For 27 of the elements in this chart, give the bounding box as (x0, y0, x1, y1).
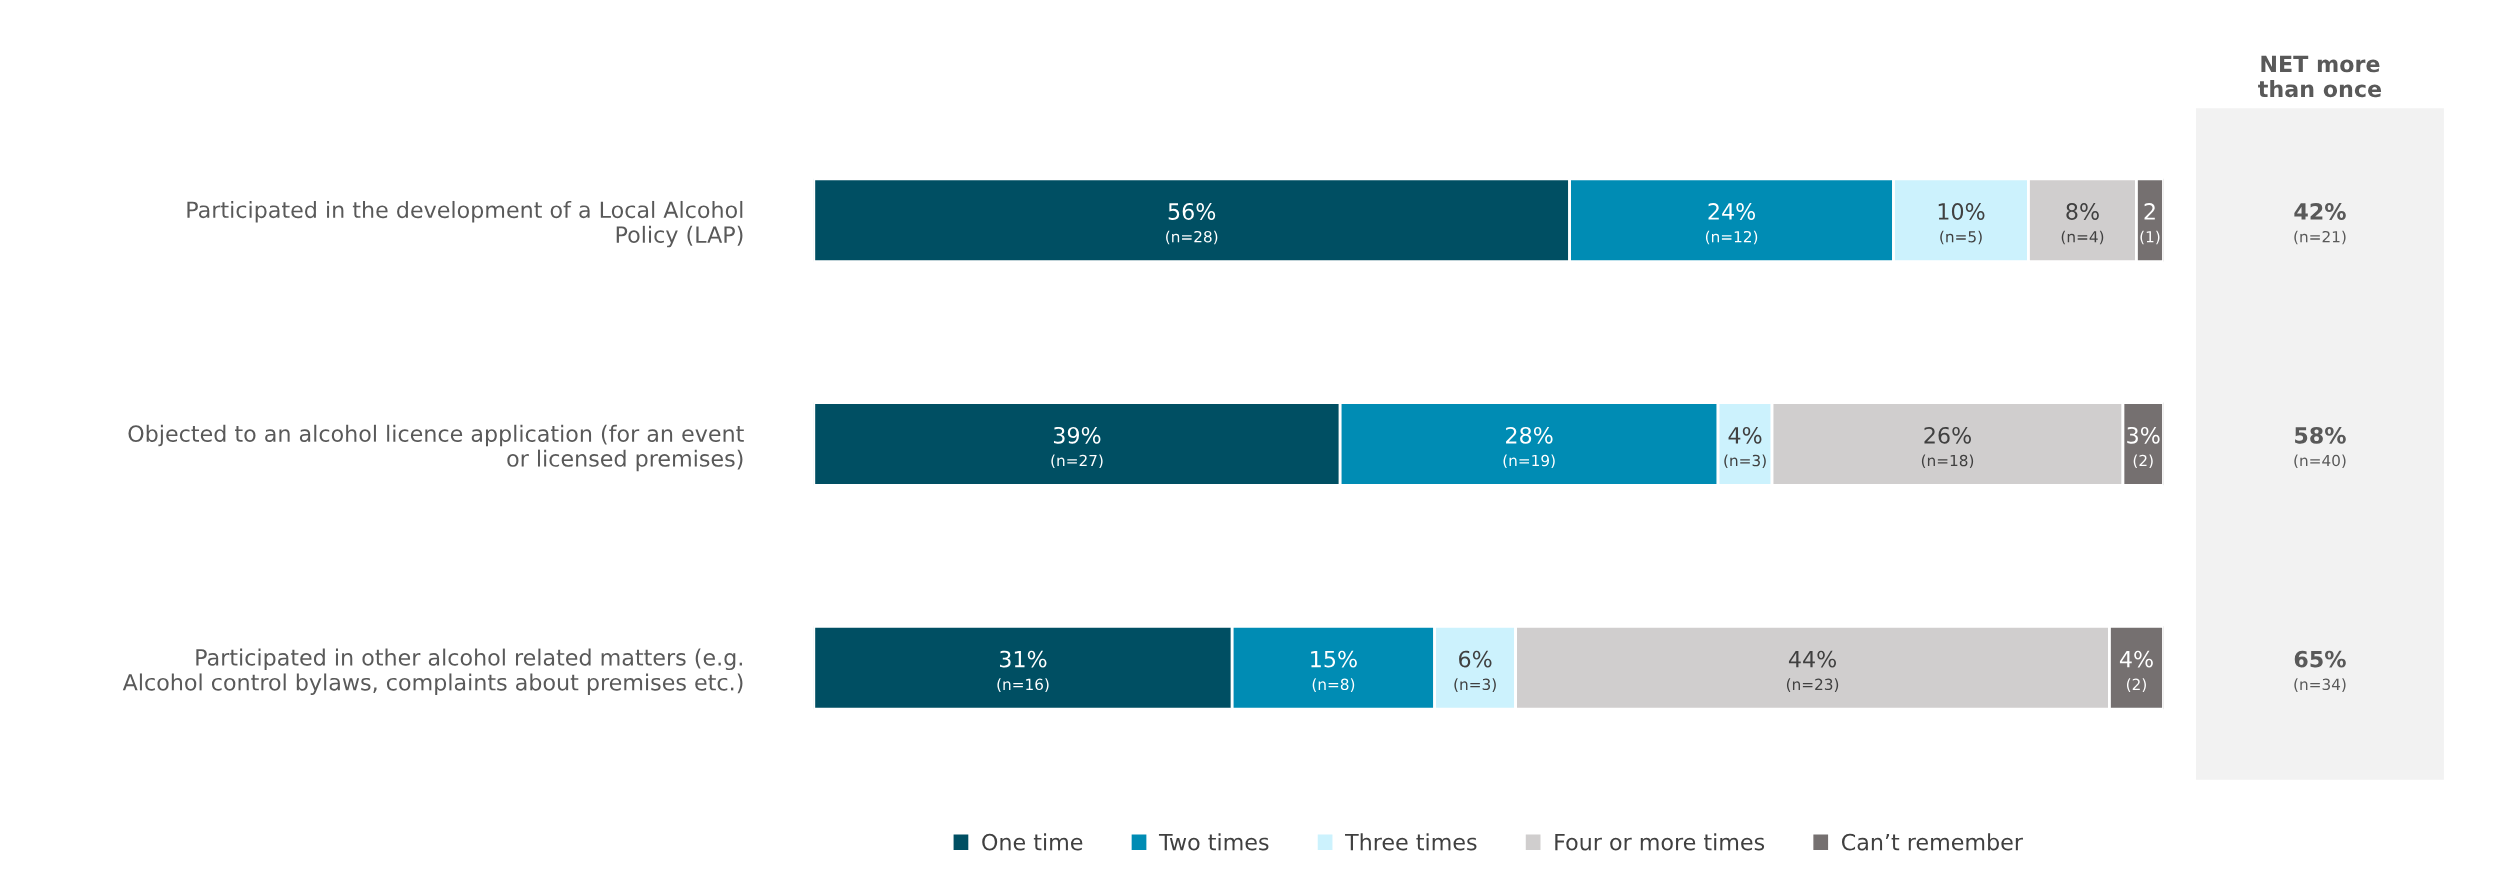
data-label: 28% (n=19) (1503, 426, 1555, 469)
data-label: 26% (n=18) (1921, 426, 1974, 469)
data-label: 3% (2) (2127, 426, 2160, 469)
data-label: 31% (n=16) (997, 650, 1049, 692)
y-tick-label: Objected to an alcohol licence application (for an event or licensed premises) (128, 424, 744, 472)
data-label: 6% (n=3) (1454, 650, 1496, 692)
data-label: 56% (n=28) (1166, 203, 1218, 245)
text: 58% (n=40) (2294, 426, 2346, 469)
data-label: 4% (n=3) (1724, 426, 1766, 469)
text: 65% (n=34) (2294, 650, 2346, 692)
y-tick-label: Participated in the development of a Local Alcohol Policy (LAP) (187, 200, 743, 248)
legend-label: Three times (1345, 833, 1477, 851)
legend-label: Two times (1158, 833, 1269, 851)
data-label: 2 (1) (2140, 203, 2160, 245)
text: 42% (n=21) (2294, 203, 2346, 245)
data-label: 39% (n=27) (1051, 426, 1103, 469)
text: NET more than once (2258, 55, 2382, 98)
data-label: 8% (n=4) (2061, 203, 2104, 245)
data-label: 24% (n=12) (1705, 203, 1758, 245)
legend-label: One time (982, 833, 1083, 851)
legend-label: Can’t remember (1841, 833, 2023, 851)
y-tick-label: Participated in other alcohol related matters (e.g. Alcohol control bylaws, complaints about premises etc.) (122, 648, 743, 695)
data-label: 4% (2) (2119, 650, 2153, 692)
data-label: 44% (n=23) (1786, 650, 1839, 692)
legend-label: Four or more times (1555, 833, 1765, 851)
data-label: 10% (n=5) (1938, 203, 1985, 245)
data-label: 15% (n=8) (1311, 650, 1357, 692)
